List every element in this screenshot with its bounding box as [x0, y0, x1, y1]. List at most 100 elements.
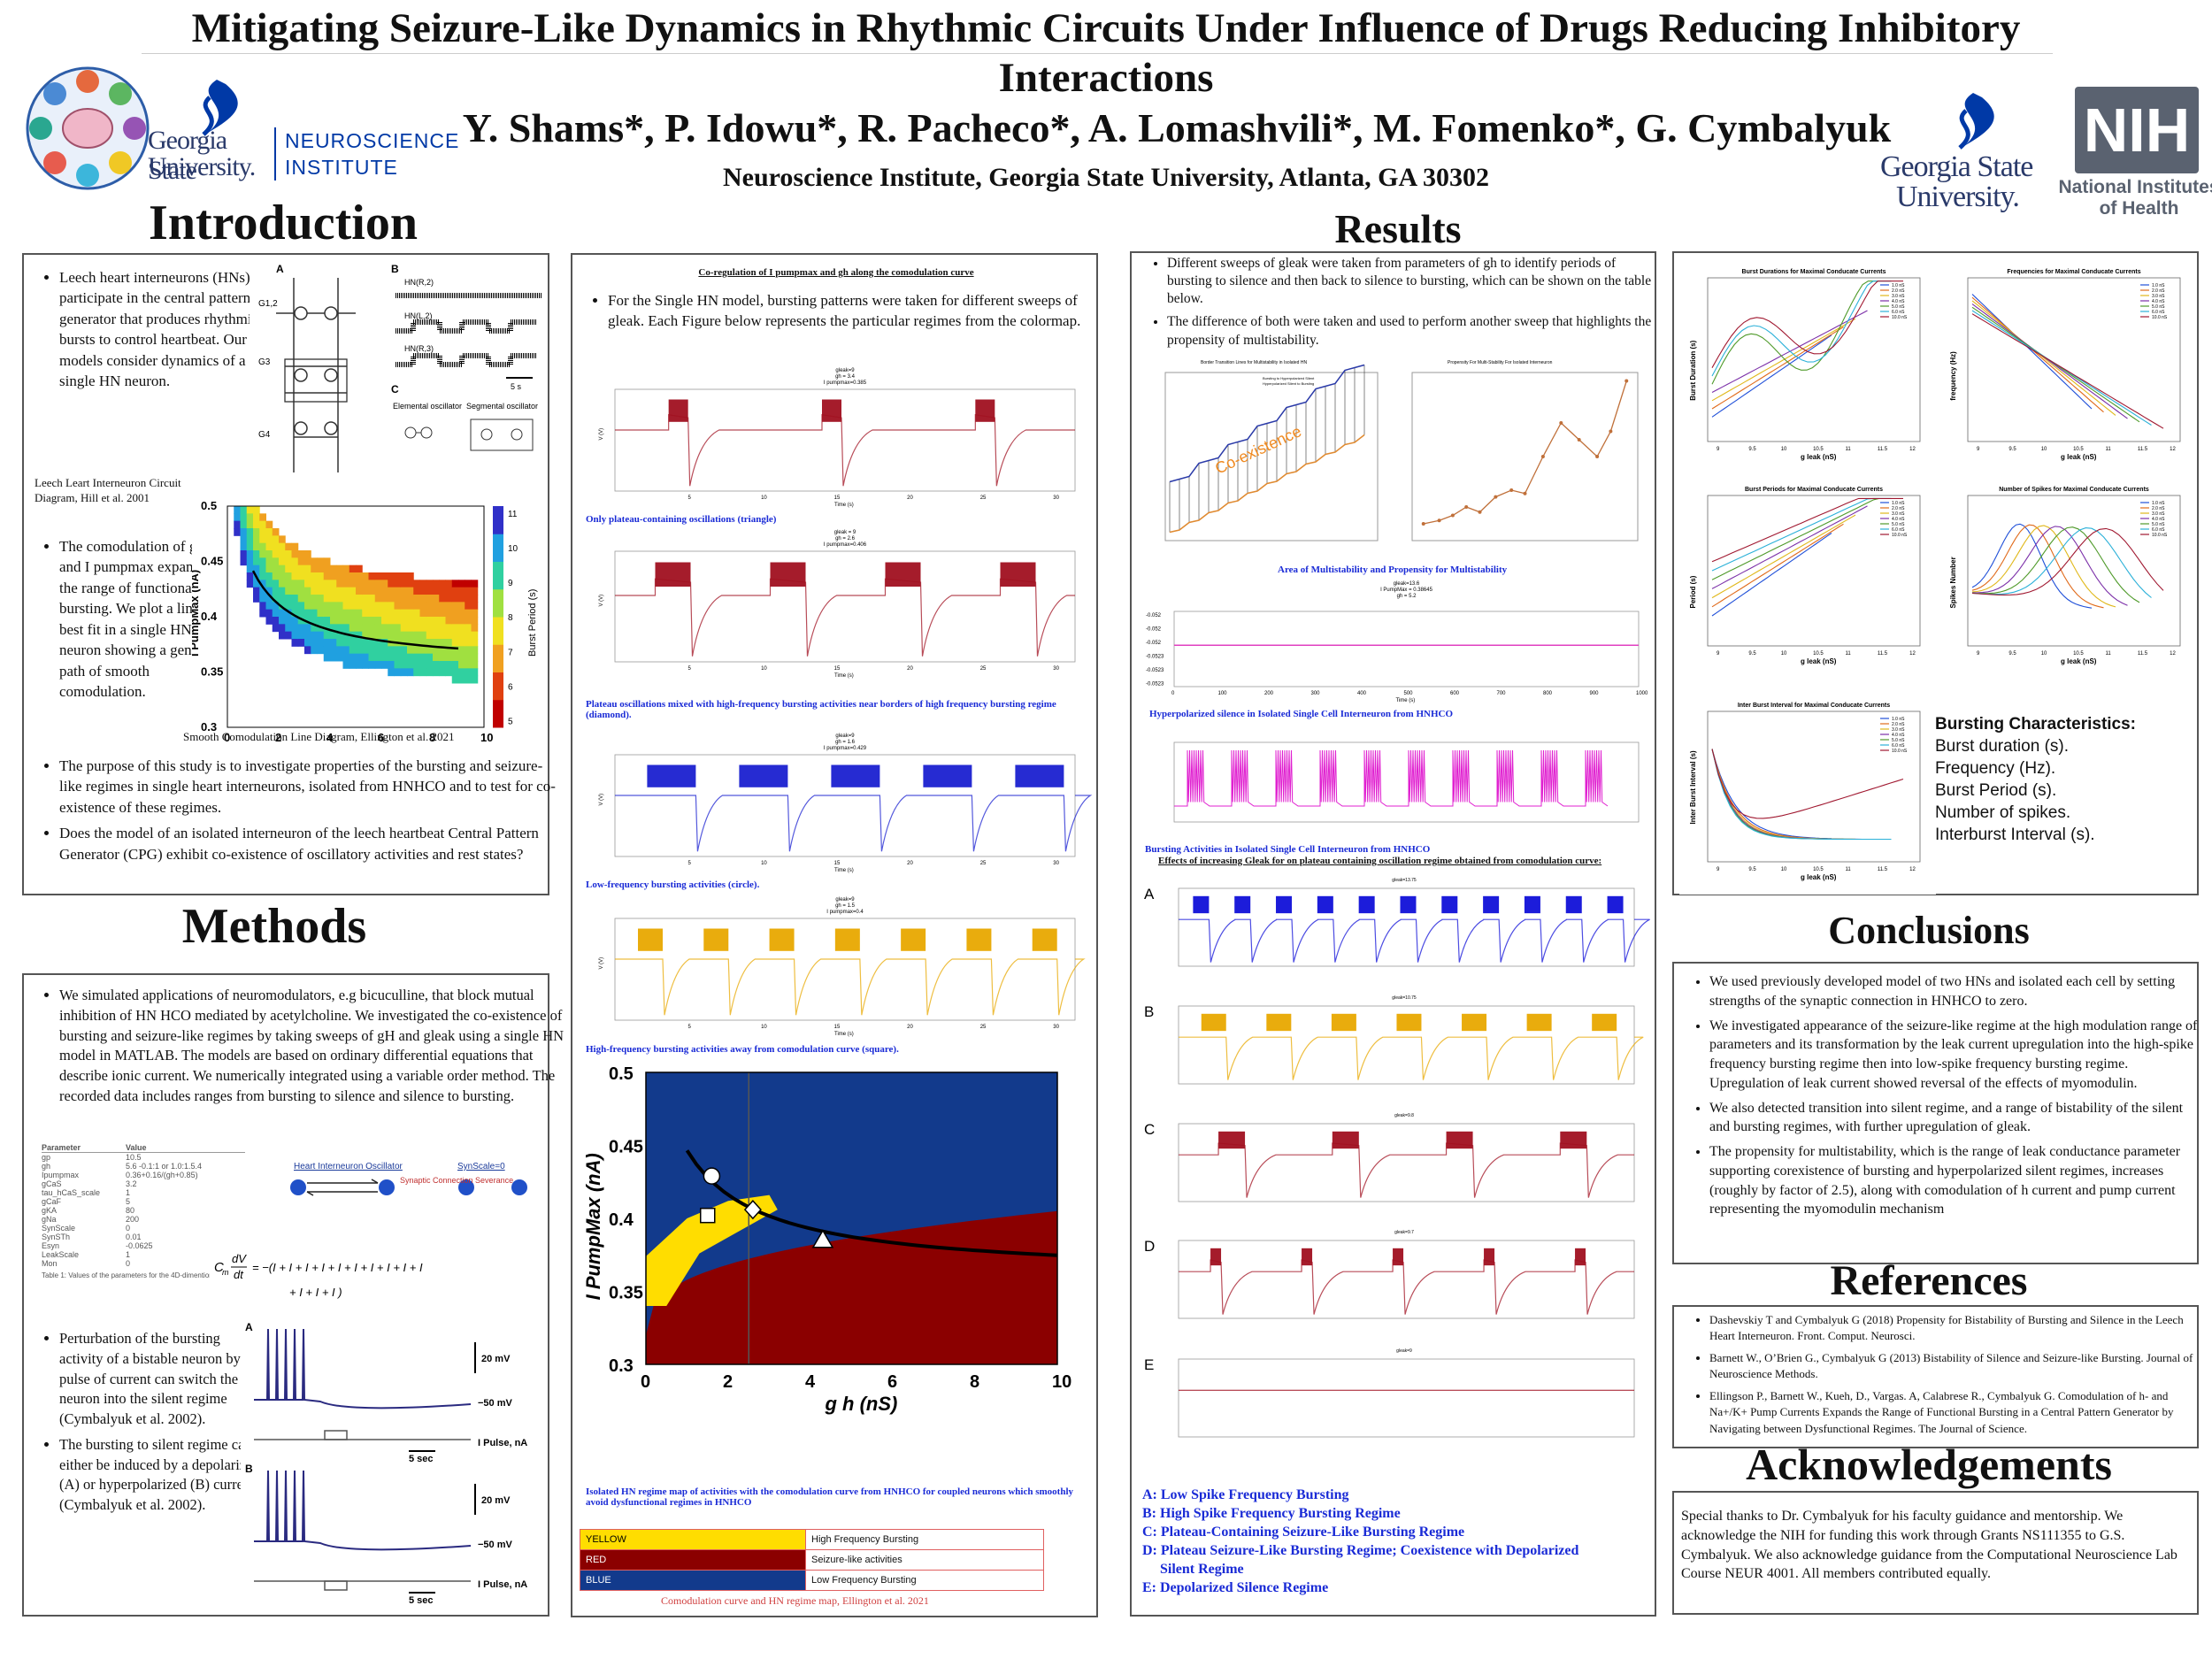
legend-label: High Frequency Bursting: [805, 1530, 918, 1549]
time-tick: 20: [907, 495, 913, 501]
plot-xtick: 10: [1781, 651, 1787, 657]
heat-cell: [407, 653, 414, 662]
heat-cell: [458, 675, 465, 684]
conclusion-1: We used previously developed model of tw…: [1709, 972, 2205, 1011]
burst-block: [1524, 895, 1540, 914]
char-item-3: Burst Period (s).: [1935, 781, 2057, 800]
table-cell-param: Mon: [42, 1259, 58, 1268]
heat-cell: [445, 595, 453, 603]
time-tick: 5: [688, 495, 692, 501]
heat-cell: [253, 587, 260, 595]
silence-xtick: 100: [1218, 691, 1228, 696]
heat-cell: [394, 624, 402, 633]
silence-ytick: -0.052: [1146, 613, 1162, 618]
burst-block: [1462, 1013, 1487, 1032]
heat-cell: [240, 542, 248, 551]
heat-cell: [368, 587, 376, 595]
heat-cell: [285, 624, 292, 633]
heat-cell: [407, 602, 414, 611]
heat-cell: [451, 617, 459, 625]
table-row: SynSTh 0.01: [42, 1233, 245, 1241]
heat-cell: [407, 587, 414, 595]
series-line: [1971, 523, 2093, 609]
affiliation: Neuroscience Institute, Georgia State Un…: [722, 163, 1490, 192]
colorbar-tick: 7: [508, 648, 513, 657]
heat-cell: [368, 617, 376, 625]
heat-cell: [304, 646, 311, 655]
heat-cell: [279, 631, 286, 640]
legend-d: D: Plateau Seizure-Like Bursting Regime;…: [1142, 1543, 1579, 1558]
heat-cell: [426, 617, 434, 625]
v-label: V (V): [599, 794, 604, 806]
silence-xtick: 900: [1590, 691, 1600, 696]
colorbar-segment: [493, 506, 503, 534]
heat-cell: [471, 617, 479, 625]
heat-cell: [381, 646, 388, 655]
heat-cell: [272, 557, 280, 566]
heat-cell: [253, 506, 260, 514]
plot-ylabel: Inter Burst Interval (s): [1689, 750, 1697, 824]
plot-xtick: 11.5: [2138, 447, 2148, 452]
heat-cell: [304, 587, 311, 595]
heat-cell: [407, 646, 414, 655]
heat-cell: [330, 653, 337, 662]
heat-cell: [291, 542, 299, 551]
burst-block: [1396, 1013, 1422, 1032]
heat-cell: [451, 609, 459, 618]
heat-cell: [349, 587, 357, 595]
trace-header-line: I pumpmax=0.429: [824, 746, 867, 751]
colorbar-segment: [493, 534, 503, 562]
burst-block: [668, 399, 688, 422]
heat-cell: [291, 572, 299, 580]
trace-square: gleak=9 gh = 1.5 I pumpmax=0.4 5 10 15 20 25 30 T…: [580, 892, 1093, 1047]
table-cell-value: 5: [126, 1197, 131, 1206]
plot-xlabel: g leak (nS): [1801, 453, 1837, 461]
caption-square: High-frequency bursting activities away …: [586, 1044, 899, 1055]
plot-xtick: 11.5: [1878, 447, 1888, 452]
plot-xtick: 12: [1909, 867, 1916, 872]
heat-cell: [246, 565, 254, 573]
propensity-point: [1540, 455, 1545, 458]
series-line: [1711, 505, 1868, 589]
heat-cell: [400, 609, 408, 618]
hn-label-r2: HN(R,2): [404, 278, 434, 287]
heat-ytick: 0.35: [201, 665, 223, 679]
gsu-name-right-1: Georgia State: [1880, 150, 2033, 183]
heat-cell: [394, 617, 402, 625]
legend-swatch: YELLOW: [580, 1530, 805, 1549]
trace-header-line: gleak = 9: [834, 530, 856, 535]
axes-frame: [1173, 741, 1640, 823]
plot-xtick: 12: [1909, 447, 1916, 452]
heat-cell: [362, 617, 369, 625]
heat-cell: [272, 609, 280, 618]
series-line: [1971, 303, 2128, 419]
voltage-trace: [1179, 1259, 1634, 1315]
trace-circle: gleak=9 gh = 1.6 I pumpmax=0.429 5 10 15 20 25 3…: [580, 728, 1093, 883]
table-cell-param: gp: [42, 1153, 51, 1162]
heat-cell: [465, 661, 472, 669]
heat-cell: [304, 580, 311, 588]
heat-cell: [433, 661, 440, 669]
heat-cell: [400, 595, 408, 603]
heat-cell: [349, 617, 357, 625]
heat-cell: [304, 631, 311, 640]
time-tick: 15: [834, 861, 841, 866]
heat-cell: [362, 572, 369, 580]
heat-cell: [330, 595, 337, 603]
heat-cell: [388, 602, 395, 611]
heat-cell: [426, 580, 434, 588]
heat-cell: [279, 542, 286, 551]
heat-cell: [419, 639, 427, 647]
heat-cell: [400, 587, 408, 595]
heat-cell: [426, 595, 434, 603]
plot-xtick: 11: [1845, 867, 1851, 872]
svg-text:dt: dt: [234, 1268, 244, 1281]
heat-cell: [265, 617, 273, 625]
nih-name: National Institutes of Health: [2057, 177, 2212, 219]
heat-cell: [234, 513, 241, 522]
plot-spike-number: Number of Spikes for Maximal Conducate C…: [1939, 480, 2196, 679]
heat-cell: [439, 639, 446, 647]
heat-cell: [246, 557, 254, 566]
heat-cell: [381, 653, 388, 662]
map-xtick: 0: [641, 1372, 650, 1392]
